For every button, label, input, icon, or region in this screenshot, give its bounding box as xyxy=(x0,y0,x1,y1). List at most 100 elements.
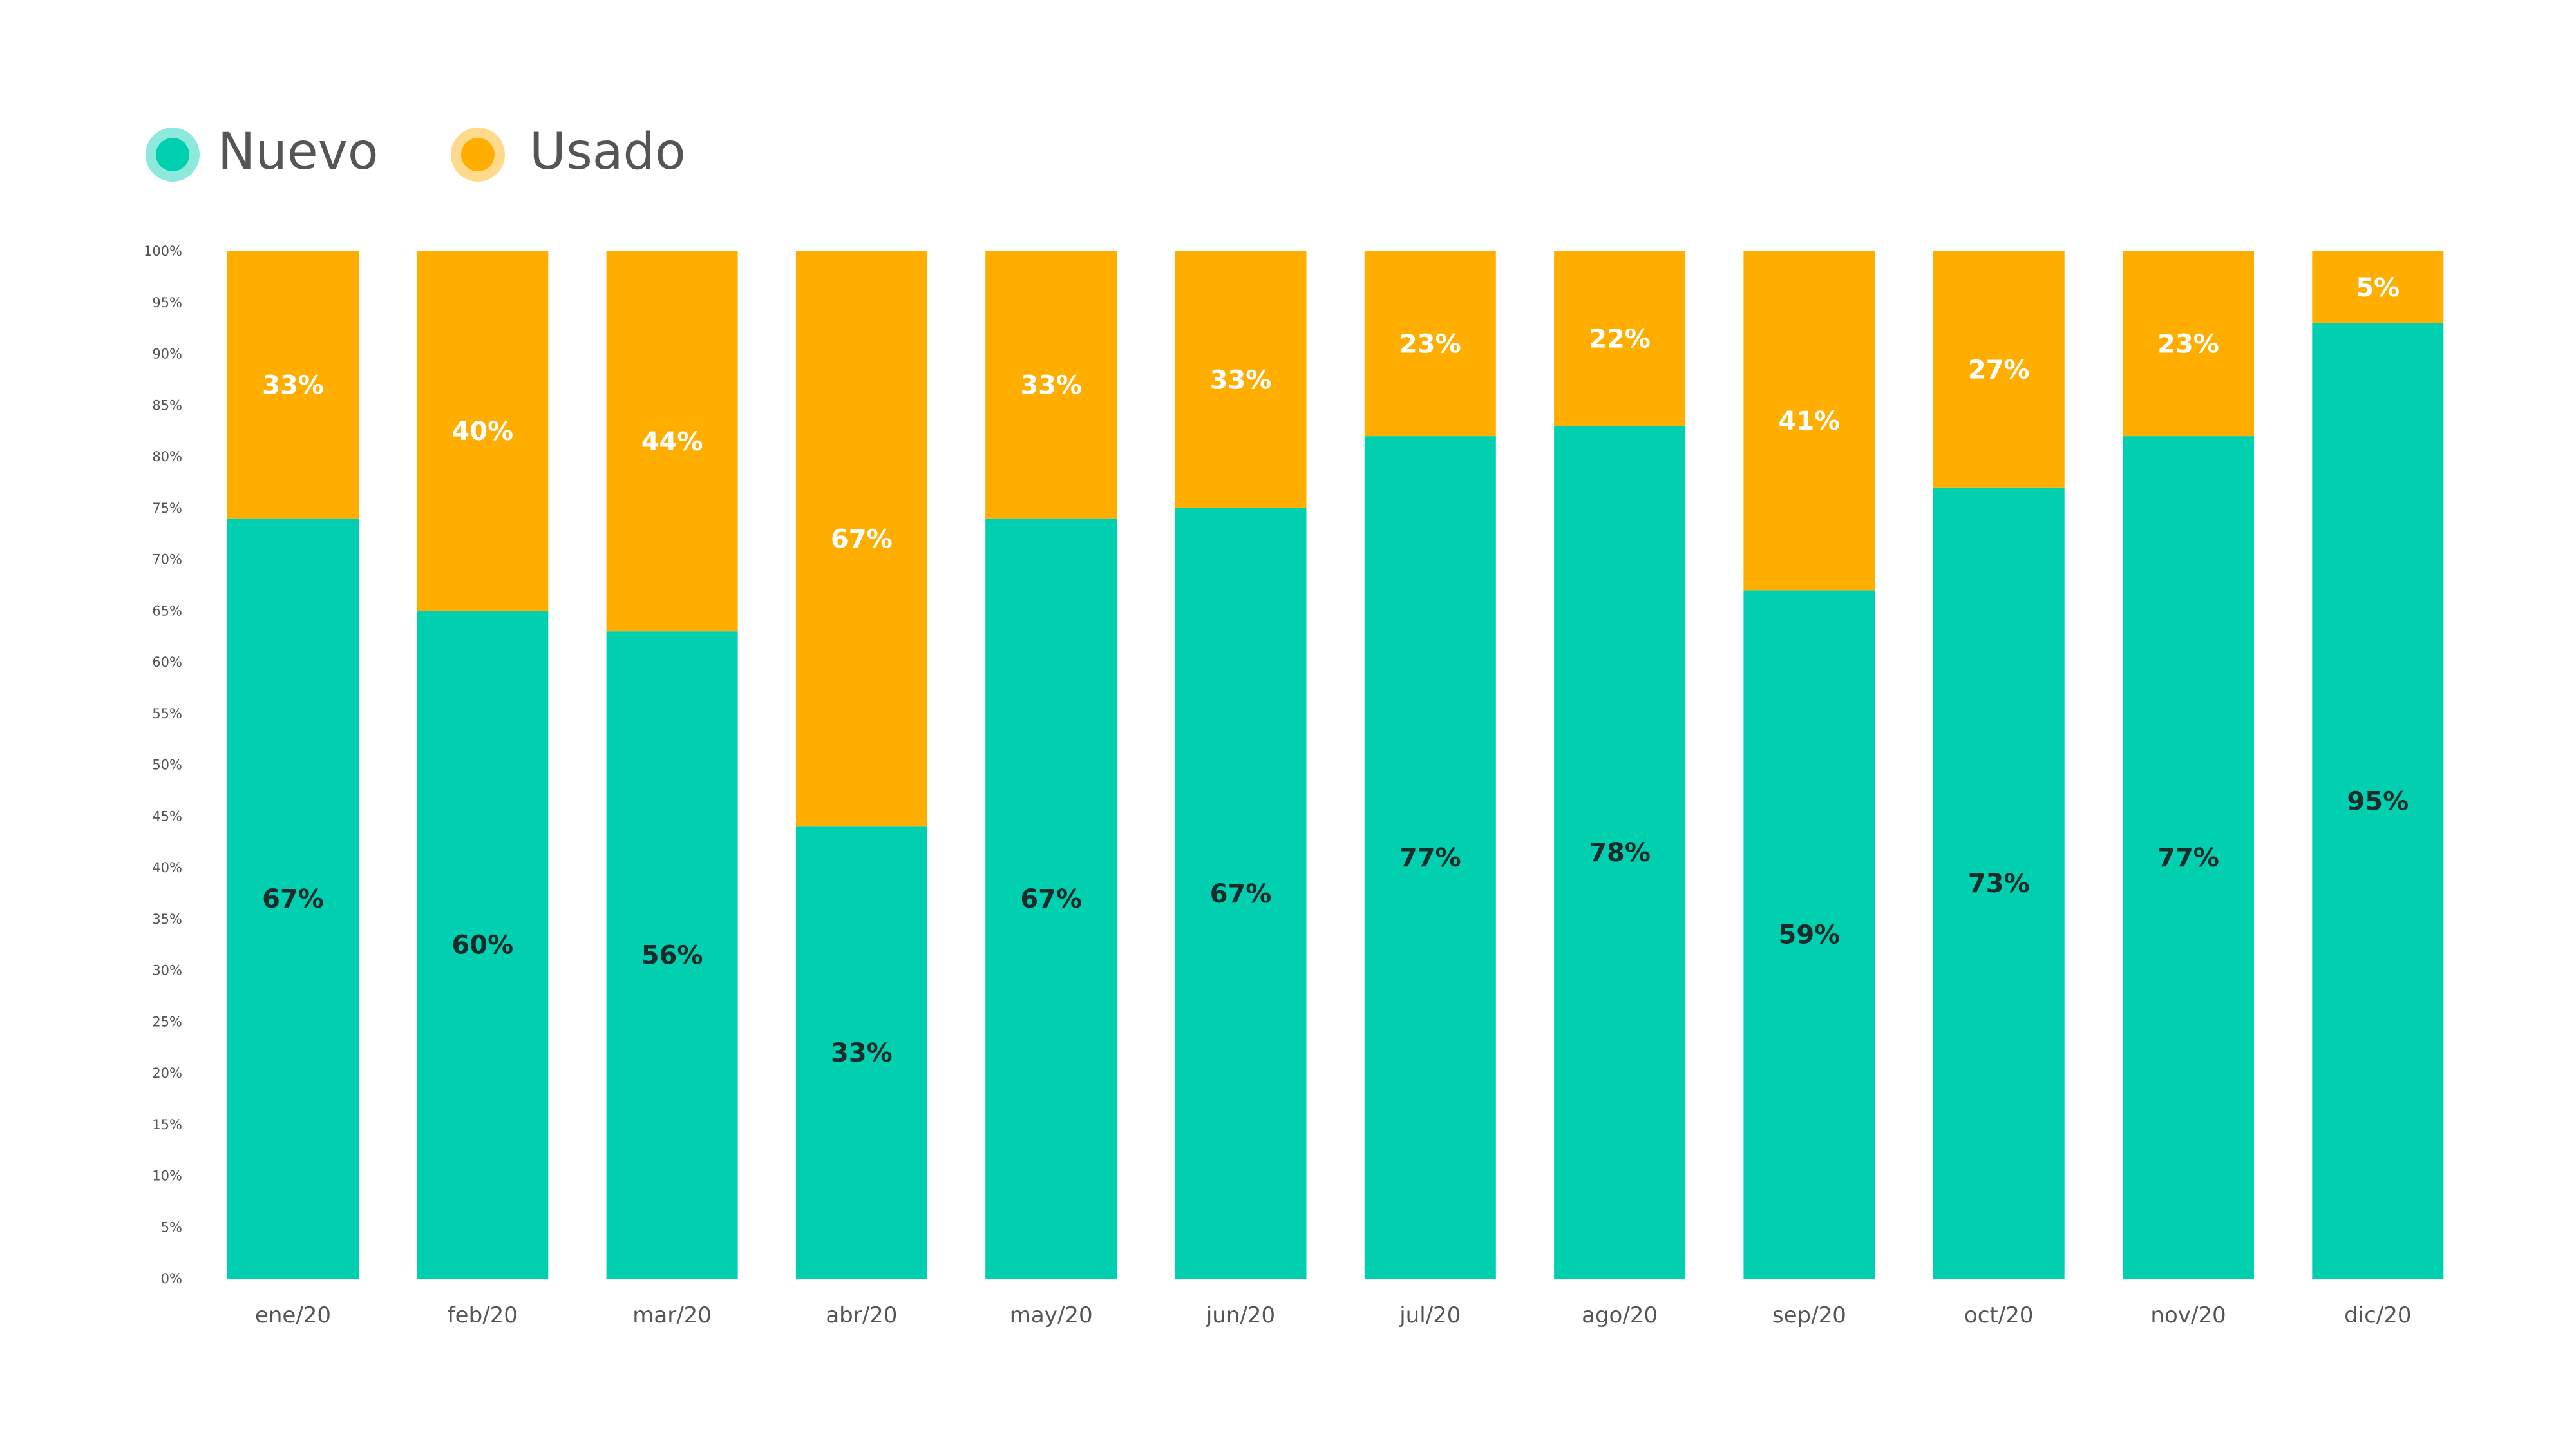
legend-swatch-usado xyxy=(461,138,495,171)
data-label-nuevo: 67% xyxy=(1020,884,1082,914)
legend: Nuevo Usado xyxy=(146,123,686,182)
y-tick-label: 95% xyxy=(152,295,182,310)
bar-group-jul-20[interactable]: 77% 23% xyxy=(1364,251,1496,1279)
y-tick-label: 60% xyxy=(152,654,182,670)
bar-group-feb-20[interactable]: 60% 40% xyxy=(417,251,549,1279)
data-label-usado: 27% xyxy=(1968,355,2030,385)
legend-swatch-nuevo xyxy=(156,138,189,171)
data-label-nuevo: 56% xyxy=(641,941,703,971)
bar-segment-nuevo[interactable] xyxy=(985,518,1117,1279)
bar-segment-usado[interactable] xyxy=(2312,251,2444,323)
y-tick-label: 40% xyxy=(152,860,182,875)
bar-segment-usado[interactable] xyxy=(1364,251,1496,437)
data-label-nuevo: 33% xyxy=(831,1038,893,1068)
x-tick-label: may/20 xyxy=(1010,1302,1093,1328)
bar-segment-nuevo[interactable] xyxy=(2123,436,2254,1279)
bar-segment-nuevo[interactable] xyxy=(1175,508,1307,1279)
bar-group-may-20[interactable]: 67% 33% xyxy=(985,251,1117,1279)
x-tick-label: dic/20 xyxy=(2344,1302,2411,1328)
x-tick-label: ene/20 xyxy=(255,1302,331,1328)
x-tick-label: jul/20 xyxy=(1399,1302,1461,1328)
data-label-usado: 33% xyxy=(1020,370,1082,400)
data-label-nuevo: 60% xyxy=(451,931,513,960)
bar-segment-nuevo[interactable] xyxy=(417,611,549,1279)
bar-segment-nuevo[interactable] xyxy=(1554,426,1686,1279)
data-label-usado: 22% xyxy=(1589,325,1651,354)
bar-group-ene-20[interactable]: 67% 33% xyxy=(227,251,359,1279)
y-tick-label: 30% xyxy=(152,963,182,978)
y-tick-label: 10% xyxy=(152,1169,182,1184)
bars: 67% 33% 60% 40% 56% 44% 33% 67% 67% 33% 67% 33% 77% 2… xyxy=(227,251,2444,1279)
data-label-nuevo: 73% xyxy=(1968,869,2030,899)
y-tick-label: 5% xyxy=(161,1219,182,1235)
y-tick-label: 15% xyxy=(152,1117,182,1132)
legend-item-nuevo[interactable]: Nuevo xyxy=(146,123,379,182)
bar-group-dic-20[interactable]: 95% 5% xyxy=(2312,251,2444,1279)
data-label-usado: 44% xyxy=(641,427,703,457)
bar-segment-usado[interactable] xyxy=(1743,251,1875,591)
bar-segment-nuevo[interactable] xyxy=(1743,590,1875,1279)
data-label-nuevo: 95% xyxy=(2347,787,2409,816)
y-tick-label: 25% xyxy=(152,1014,182,1029)
data-label-usado: 23% xyxy=(2157,330,2219,359)
bar-segment-usado[interactable] xyxy=(606,251,738,632)
x-axis: ene/20 feb/20 mar/20 abr/20 may/20 jun/20 jul/… xyxy=(255,1302,2412,1328)
data-label-usado: 33% xyxy=(262,370,324,400)
bar-group-ago-20[interactable]: 78% 22% xyxy=(1554,251,1686,1279)
data-label-usado: 67% xyxy=(831,525,893,555)
bar-segment-usado[interactable] xyxy=(417,251,549,611)
x-tick-label: jun/20 xyxy=(1206,1302,1275,1328)
bar-group-oct-20[interactable]: 73% 27% xyxy=(1933,251,2065,1279)
bar-segment-usado[interactable] xyxy=(227,251,359,519)
y-tick-label: 90% xyxy=(152,347,182,362)
bar-segment-usado[interactable] xyxy=(1933,251,2065,488)
y-axis: 0% 5% 10% 15% 20% 25% 30% 35% 40% 45% 50% 55% 60% 65%… xyxy=(144,243,182,1286)
y-tick-label: 100% xyxy=(144,243,182,259)
y-tick-label: 35% xyxy=(152,911,182,927)
x-tick-label: abr/20 xyxy=(826,1302,897,1328)
legend-label-usado: Usado xyxy=(529,123,686,181)
bar-segment-usado[interactable] xyxy=(1175,251,1307,508)
bar-segment-nuevo[interactable] xyxy=(2312,323,2444,1279)
y-tick-label: 70% xyxy=(152,552,182,568)
bar-segment-nuevo[interactable] xyxy=(606,631,738,1279)
x-tick-label: nov/20 xyxy=(2150,1302,2226,1328)
x-tick-label: mar/20 xyxy=(632,1302,712,1328)
x-tick-label: ago/20 xyxy=(1582,1302,1658,1328)
data-label-usado: 40% xyxy=(451,417,513,446)
bar-segment-nuevo[interactable] xyxy=(795,826,927,1279)
y-tick-label: 85% xyxy=(152,397,182,413)
bar-segment-usado[interactable] xyxy=(985,251,1117,519)
bar-segment-nuevo[interactable] xyxy=(1933,487,2065,1279)
data-label-nuevo: 67% xyxy=(262,884,324,914)
y-tick-label: 65% xyxy=(152,603,182,618)
legend-label-nuevo: Nuevo xyxy=(218,123,379,181)
bar-group-sep-20[interactable]: 59% 41% xyxy=(1743,251,1875,1279)
bar-group-abr-20[interactable]: 33% 67% xyxy=(795,251,927,1279)
y-tick-label: 75% xyxy=(152,501,182,516)
y-tick-label: 20% xyxy=(152,1065,182,1081)
y-tick-label: 50% xyxy=(152,758,182,773)
y-tick-label: 55% xyxy=(152,706,182,721)
x-tick-label: feb/20 xyxy=(448,1302,518,1328)
bar-segment-usado[interactable] xyxy=(1554,251,1686,426)
y-tick-label: 80% xyxy=(152,449,182,464)
bar-group-jun-20[interactable]: 67% 33% xyxy=(1175,251,1307,1279)
bar-segment-usado[interactable] xyxy=(795,251,927,827)
bar-segment-nuevo[interactable] xyxy=(227,518,359,1279)
x-tick-label: oct/20 xyxy=(1964,1302,2034,1328)
bar-group-mar-20[interactable]: 56% 44% xyxy=(606,251,738,1279)
data-label-nuevo: 77% xyxy=(1399,843,1461,873)
data-label-usado: 33% xyxy=(1210,365,1272,395)
x-tick-label: sep/20 xyxy=(1772,1302,1846,1328)
bar-segment-usado[interactable] xyxy=(2123,251,2254,437)
bar-segment-nuevo[interactable] xyxy=(1364,436,1496,1279)
bar-group-nov-20[interactable]: 77% 23% xyxy=(2123,251,2254,1279)
data-label-usado: 5% xyxy=(2356,273,2400,303)
data-label-usado: 41% xyxy=(1779,406,1841,436)
data-label-nuevo: 77% xyxy=(2157,843,2219,873)
legend-item-usado[interactable]: Usado xyxy=(451,123,686,182)
data-label-usado: 23% xyxy=(1399,330,1461,359)
